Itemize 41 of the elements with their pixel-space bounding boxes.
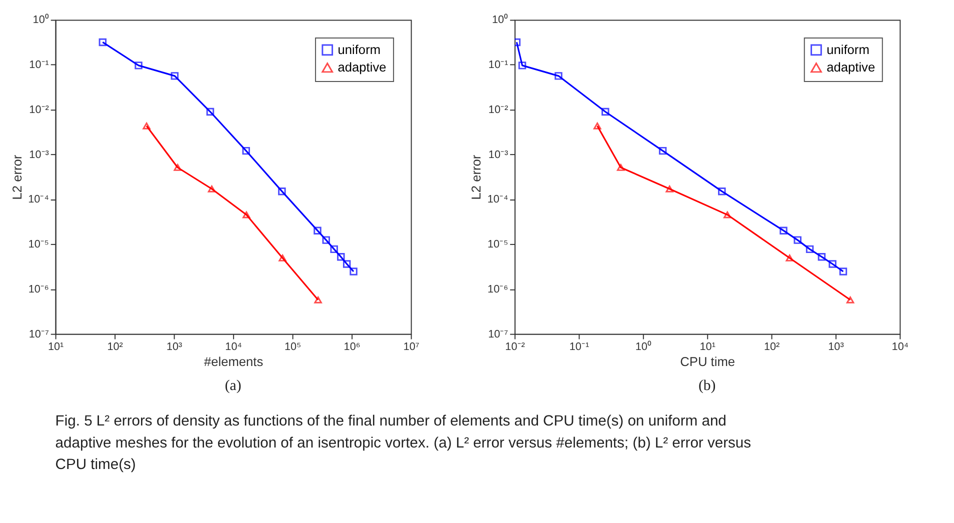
y-tick-label: 10⁻⁴ (28, 194, 50, 206)
y-tick-label: 10⁻² (29, 104, 50, 116)
x-tick-label: 10¹ (700, 341, 716, 354)
x-tick-label: 10⁴ (225, 341, 242, 354)
y-tick-label: 10⁻¹ (488, 59, 508, 72)
x-tick-label: 10⁴ (892, 341, 909, 354)
x-tick-label: 10⁻² (505, 341, 526, 354)
y-tick-label: 10⁰ (32, 13, 49, 26)
y-tick-label: 10⁻⁵ (28, 238, 49, 251)
x-tick-label: 10⁵ (284, 341, 302, 354)
y-tick-label: 10⁻¹ (29, 59, 50, 72)
y-tick-label: 10⁻⁴ (487, 194, 508, 206)
x-tick-label: 10³ (828, 341, 844, 354)
x-tick-label: 10¹ (48, 341, 64, 354)
legend-label: uniform (826, 42, 870, 57)
x-tick-label: 10⁰ (635, 340, 652, 354)
x-tick-label: 10² (764, 341, 780, 354)
y-tick-label: 10⁻⁶ (488, 283, 508, 296)
y-tick-label: 10⁻³ (29, 148, 50, 161)
y-tick-label: 10⁻⁵ (488, 238, 508, 251)
caption: Fig. 5 L² errors of density as functions of the final number of elements and CPU time(s) on uniform and adaptive meshes for the evolution of an isentropic vortex. (a) L² error versus #elements; (b) L² error versus CPU time(s) (55, 414, 752, 474)
y-tick-label: 10⁻⁷ (488, 328, 508, 340)
legend-label: adaptive (826, 60, 876, 75)
y-tick-label: 10⁻⁷ (28, 328, 49, 340)
y-tick-label: 10⁰ (492, 13, 508, 26)
y-axis-title: L2 error (468, 154, 484, 200)
y-axis-title: L2 error (9, 154, 24, 200)
x-axis-title: #elements (204, 354, 264, 369)
x-tick-label: 10³ (166, 341, 183, 354)
text: (a) (224, 378, 242, 394)
y-tick-label: 10⁻³ (488, 148, 508, 161)
text: (b) (698, 378, 716, 394)
x-tick-label: 10⁶ (344, 341, 360, 354)
legend-label: adaptive (338, 60, 386, 75)
x-tick-label: 10² (107, 341, 124, 354)
y-tick-label: 10⁻² (488, 104, 508, 116)
y-tick-label: 10⁻⁶ (28, 283, 49, 296)
x-tick-label: 10⁷ (403, 341, 420, 354)
legend-label: uniform (338, 42, 381, 57)
x-tick-label: 10⁻¹ (569, 341, 590, 354)
x-axis-title: CPU time (680, 354, 736, 369)
